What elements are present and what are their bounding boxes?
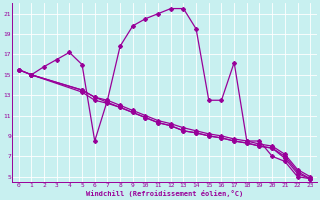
- X-axis label: Windchill (Refroidissement éolien,°C): Windchill (Refroidissement éolien,°C): [86, 190, 243, 197]
